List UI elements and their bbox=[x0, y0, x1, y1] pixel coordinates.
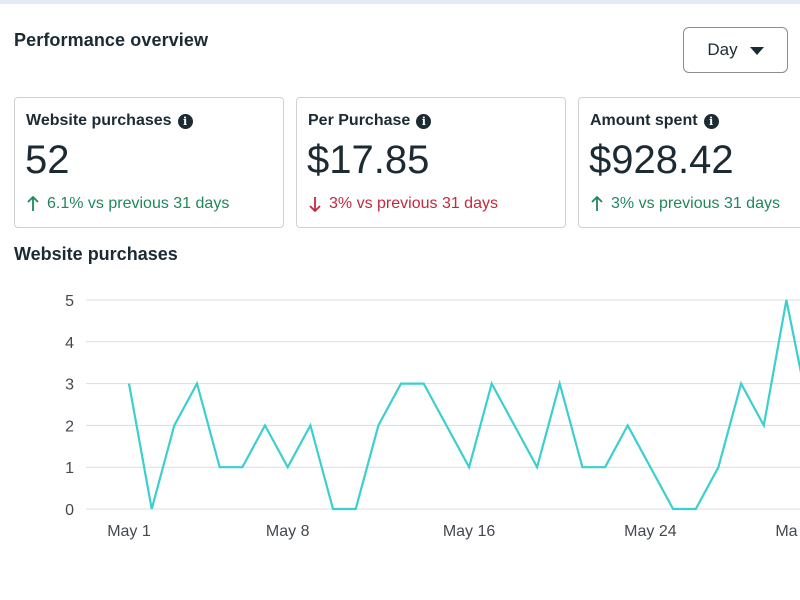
metric-label-row: Website purchases i bbox=[26, 112, 193, 130]
info-icon[interactable]: i bbox=[703, 113, 719, 129]
metric-value: 52 bbox=[25, 138, 70, 182]
series-line bbox=[127, 299, 800, 511]
metric-value: $17.85 bbox=[307, 138, 430, 182]
period-dropdown-value: Day bbox=[707, 40, 738, 59]
metric-label: Amount spent bbox=[590, 112, 698, 129]
arrow-up-icon bbox=[27, 196, 39, 212]
x-tick-label: May 16 bbox=[443, 523, 496, 540]
x-tick-label: May 24 bbox=[624, 523, 677, 540]
y-tick-label: 0 bbox=[65, 502, 74, 519]
metric-value: $928.42 bbox=[589, 138, 734, 182]
y-tick-label: 1 bbox=[65, 460, 74, 477]
period-dropdown[interactable]: Day bbox=[683, 27, 788, 73]
metric-change-text: 6.1% vs previous 31 days bbox=[47, 195, 230, 212]
metric-label: Website purchases bbox=[26, 112, 172, 129]
caret-down-icon bbox=[749, 47, 764, 55]
top-strip bbox=[0, 0, 800, 4]
x-tick-label: May 8 bbox=[266, 523, 310, 540]
y-tick-label: 2 bbox=[65, 418, 74, 435]
metric-label-row: Per Purchase i bbox=[308, 112, 432, 130]
metric-label: Per Purchase bbox=[308, 112, 411, 129]
metric-card-per-purchase: Per Purchase i $17.85 3% vs previous 31 … bbox=[296, 97, 566, 228]
metric-change-text: 3% vs previous 31 days bbox=[611, 195, 780, 212]
metric-card-website-purchases: Website purchases i 52 6.1% vs previous … bbox=[14, 97, 284, 228]
arrow-down-icon bbox=[309, 196, 321, 212]
info-icon[interactable]: i bbox=[177, 113, 193, 129]
metric-change: 3% vs previous 31 days bbox=[591, 195, 780, 213]
info-icon[interactable]: i bbox=[416, 113, 432, 129]
y-tick-label: 3 bbox=[65, 377, 74, 394]
x-tick-label: Ma bbox=[775, 523, 797, 540]
chart-section-title: Website purchases bbox=[14, 244, 178, 264]
metric-label-row: Amount spent i bbox=[590, 112, 719, 130]
metric-change: 3% vs previous 31 days bbox=[309, 195, 498, 213]
page-title: Performance overview bbox=[14, 30, 209, 50]
y-tick-label: 5 bbox=[65, 293, 74, 310]
x-tick-label: May 1 bbox=[107, 523, 151, 540]
y-tick-label: 4 bbox=[65, 335, 74, 352]
metric-card-amount-spent: Amount spent i $928.42 3% vs previous 31… bbox=[578, 97, 800, 228]
metric-change-text: 3% vs previous 31 days bbox=[329, 195, 498, 212]
purchases-line-chart: 0 1 2 3 4 5 May 1 May 8 May 16 May 24 Ma bbox=[65, 293, 800, 540]
metric-change: 6.1% vs previous 31 days bbox=[27, 195, 229, 213]
arrow-up-icon bbox=[591, 196, 603, 212]
